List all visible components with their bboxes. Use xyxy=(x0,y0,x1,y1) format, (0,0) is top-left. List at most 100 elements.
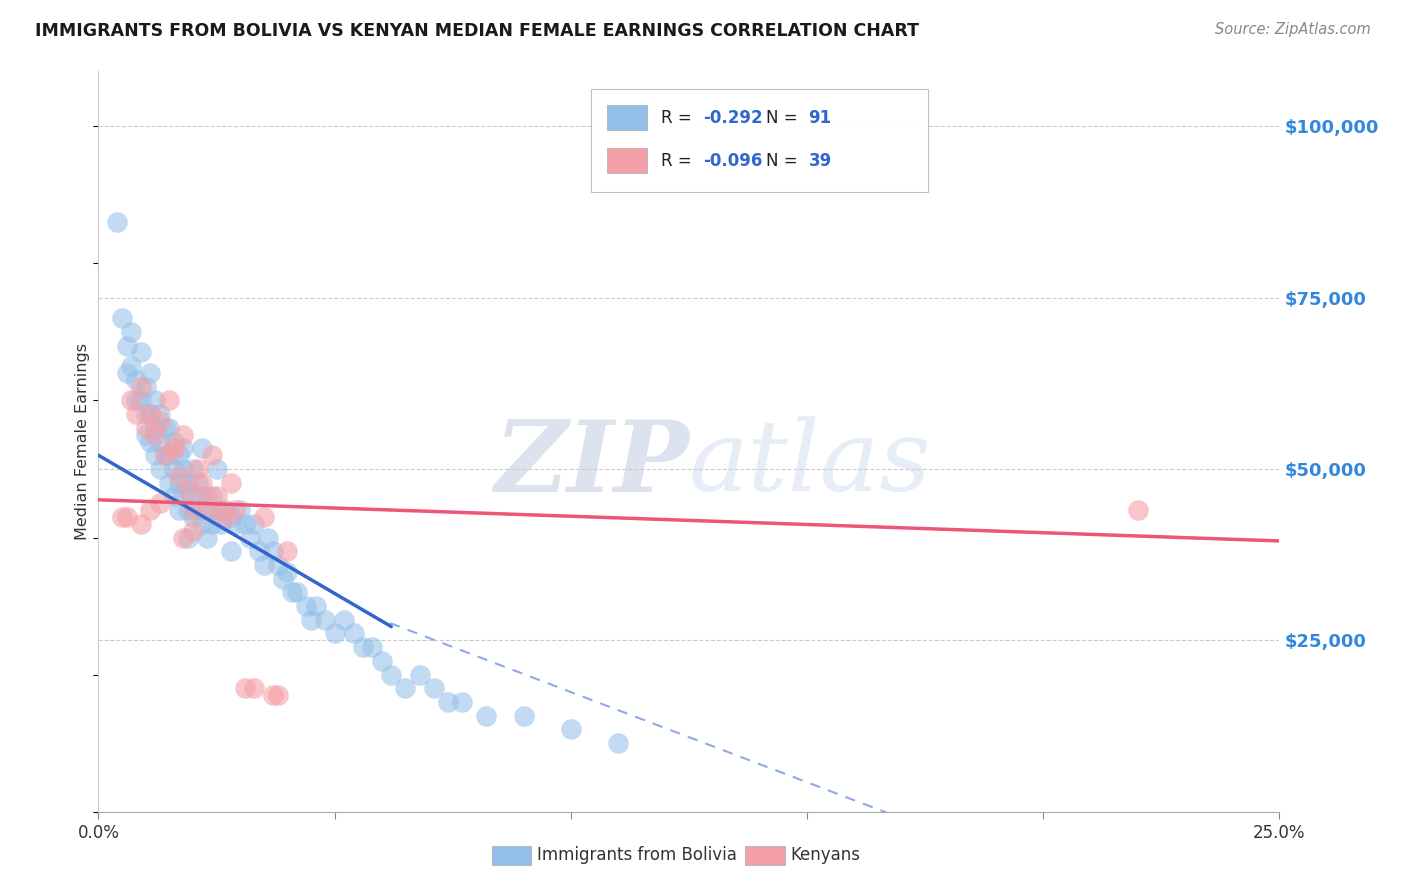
Point xyxy=(475,708,498,723)
Point xyxy=(323,626,346,640)
Point xyxy=(253,558,276,572)
Point xyxy=(153,448,176,462)
Point xyxy=(267,688,290,702)
Text: N =: N = xyxy=(766,152,803,169)
Point xyxy=(139,366,162,380)
Point xyxy=(125,393,148,408)
Point xyxy=(153,421,176,435)
Point xyxy=(163,442,186,456)
Point xyxy=(181,462,204,476)
Point xyxy=(205,489,228,503)
Text: atlas: atlas xyxy=(689,416,932,511)
Point xyxy=(129,516,152,531)
Point xyxy=(163,462,186,476)
Point xyxy=(451,695,474,709)
Point xyxy=(139,434,162,449)
Point xyxy=(157,448,180,462)
Point xyxy=(195,503,218,517)
Point xyxy=(219,510,242,524)
Point xyxy=(187,475,209,490)
Point xyxy=(352,640,374,655)
Point xyxy=(371,654,394,668)
Point xyxy=(135,380,157,394)
Point xyxy=(233,516,256,531)
Point xyxy=(129,380,152,394)
Point xyxy=(181,524,204,538)
Point xyxy=(167,468,190,483)
Point xyxy=(219,544,242,558)
Point xyxy=(105,215,128,229)
Y-axis label: Median Female Earnings: Median Female Earnings xyxy=(75,343,90,540)
Point xyxy=(149,414,172,428)
Point xyxy=(177,483,200,497)
Point xyxy=(276,565,298,579)
Text: Source: ZipAtlas.com: Source: ZipAtlas.com xyxy=(1215,22,1371,37)
Point xyxy=(177,475,200,490)
Point xyxy=(191,442,214,456)
Point xyxy=(394,681,416,696)
Point xyxy=(181,489,204,503)
Point xyxy=(305,599,328,613)
Point xyxy=(191,489,214,503)
Point xyxy=(139,503,162,517)
Point xyxy=(271,572,294,586)
Point xyxy=(257,531,280,545)
Point xyxy=(239,531,262,545)
Point xyxy=(115,338,138,352)
Point xyxy=(135,421,157,435)
Point xyxy=(380,667,402,681)
Point xyxy=(111,510,134,524)
Point xyxy=(281,585,304,599)
Point xyxy=(195,531,218,545)
Point xyxy=(607,736,630,750)
Point xyxy=(149,462,172,476)
Text: N =: N = xyxy=(766,109,803,127)
Point xyxy=(153,448,176,462)
Point xyxy=(187,503,209,517)
Point xyxy=(157,475,180,490)
Point xyxy=(201,516,224,531)
Point xyxy=(262,544,284,558)
Point xyxy=(229,503,252,517)
Text: Immigrants from Bolivia: Immigrants from Bolivia xyxy=(537,847,737,864)
Point xyxy=(111,311,134,326)
Point xyxy=(172,442,194,456)
Point xyxy=(205,462,228,476)
Point xyxy=(224,503,246,517)
Point xyxy=(143,421,166,435)
Point xyxy=(135,427,157,442)
Point xyxy=(333,613,356,627)
Point xyxy=(149,496,172,510)
Text: -0.292: -0.292 xyxy=(703,109,762,127)
Point xyxy=(243,516,266,531)
Point xyxy=(121,393,143,408)
Point xyxy=(512,708,534,723)
Point xyxy=(285,585,308,599)
Point xyxy=(195,503,218,517)
Point xyxy=(129,393,152,408)
Point xyxy=(267,558,290,572)
Point xyxy=(1126,503,1149,517)
Point xyxy=(157,393,180,408)
Point xyxy=(215,510,238,524)
Point xyxy=(205,503,228,517)
Text: -0.096: -0.096 xyxy=(703,152,762,169)
Text: ZIP: ZIP xyxy=(494,416,689,512)
Point xyxy=(423,681,446,696)
Point xyxy=(172,531,194,545)
Point xyxy=(135,407,157,421)
Point xyxy=(295,599,318,613)
Text: 39: 39 xyxy=(808,152,832,169)
Point xyxy=(121,325,143,339)
Point xyxy=(115,366,138,380)
Point xyxy=(167,448,190,462)
Point xyxy=(209,516,232,531)
Point xyxy=(115,510,138,524)
Point xyxy=(437,695,460,709)
Point xyxy=(149,434,172,449)
Point xyxy=(224,516,246,531)
Point xyxy=(201,448,224,462)
Point xyxy=(209,503,232,517)
Text: R =: R = xyxy=(661,152,697,169)
Point xyxy=(143,393,166,408)
